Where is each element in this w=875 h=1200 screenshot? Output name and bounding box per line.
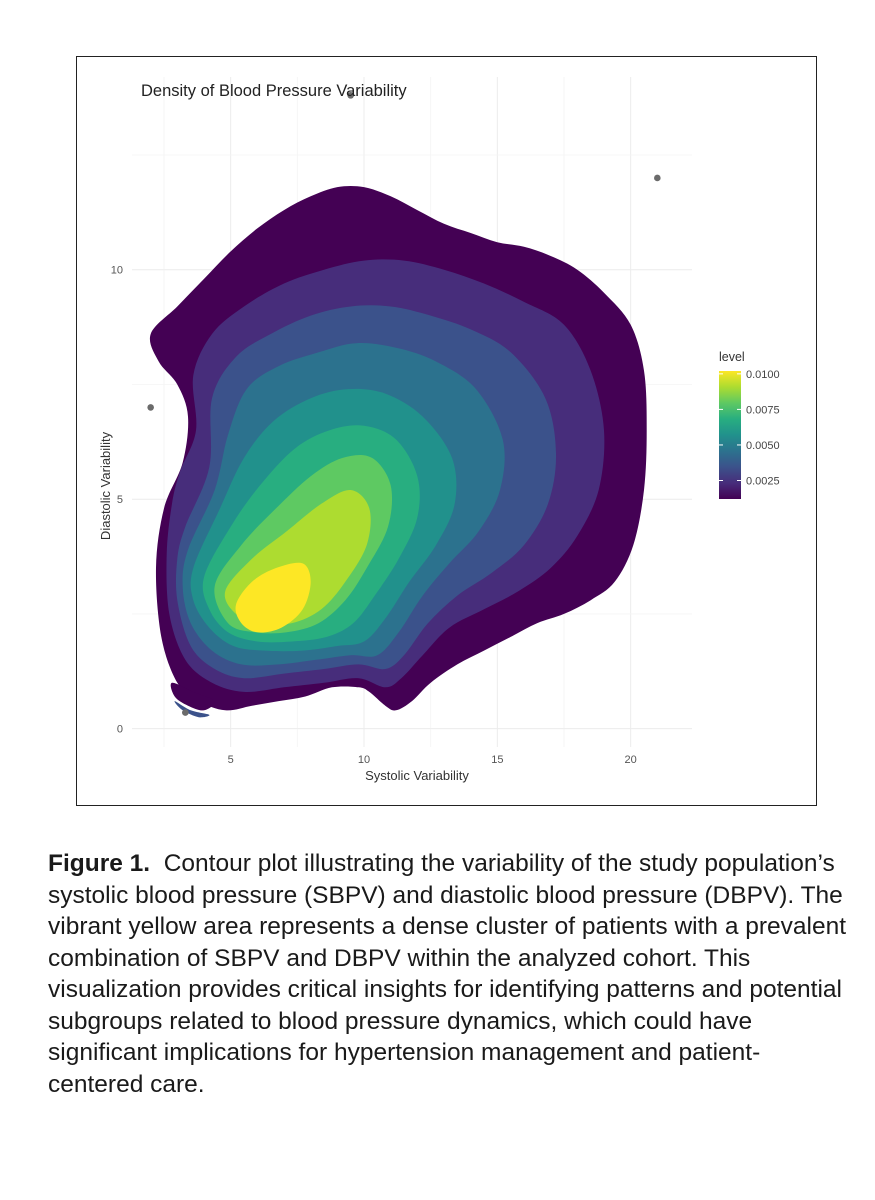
y-axis-title: Diastolic Variability bbox=[98, 431, 113, 540]
x-tick-label: 20 bbox=[625, 754, 637, 766]
figure-caption: Figure 1. Contour plot illustrating the … bbox=[48, 848, 848, 1100]
legend-ticks: 0.0025 0.0050 0.0075 0.0100 bbox=[719, 369, 780, 488]
x-tick-label: 15 bbox=[491, 754, 503, 766]
x-axis-title: Systolic Variability bbox=[365, 768, 469, 783]
legend-tick-label: 0.0100 bbox=[746, 369, 780, 381]
y-tick-label: 10 bbox=[111, 265, 123, 277]
data-point bbox=[147, 404, 154, 411]
tick-layer: 5 10 15 20 0 5 10 bbox=[111, 265, 637, 766]
caption-label: Figure 1. bbox=[48, 850, 151, 877]
data-point bbox=[654, 174, 661, 182]
point-layer bbox=[147, 92, 661, 716]
chart-title: Density of Blood Pressure Variability bbox=[141, 82, 407, 100]
legend-tick-label: 0.0025 bbox=[746, 476, 780, 488]
contour-island-1 bbox=[170, 682, 215, 711]
x-tick-label: 5 bbox=[228, 754, 234, 766]
legend: level 0.0025 0.0050 0.0075 0.0100 bbox=[719, 350, 780, 499]
contour-island-2 bbox=[174, 701, 210, 718]
legend-tick-label: 0.0050 bbox=[746, 440, 780, 452]
contour-layer bbox=[149, 185, 647, 718]
legend-tick-label: 0.0075 bbox=[746, 404, 780, 416]
legend-title: level bbox=[719, 350, 745, 364]
data-point bbox=[182, 709, 189, 716]
x-tick-label: 10 bbox=[358, 754, 370, 766]
data-point bbox=[347, 92, 354, 99]
contour-level-9 bbox=[235, 562, 311, 633]
contour-plot: 5 10 15 20 0 5 10 Density of Blood Pressure Va… bbox=[98, 77, 780, 783]
caption-text: Contour plot illustrating the variabilit… bbox=[48, 850, 847, 1098]
y-tick-label: 5 bbox=[117, 494, 123, 506]
legend-colorbar bbox=[719, 371, 741, 499]
y-tick-label: 0 bbox=[117, 724, 123, 736]
figure-frame: 5 10 15 20 0 5 10 Density of Blood Pressure Va… bbox=[76, 56, 817, 806]
